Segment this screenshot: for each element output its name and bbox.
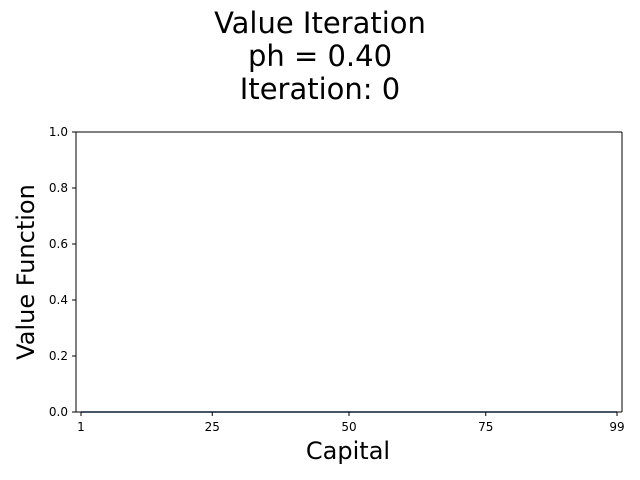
plot-area: 0.0 0.2 0.4 0.6 0.8 1.0 1 25 50 75 99 <box>49 125 625 434</box>
y-axis-label: Value Function <box>12 184 40 360</box>
chart-title-line-1: Value Iteration <box>214 6 426 40</box>
y-tick-label-2: 0.4 <box>49 293 68 307</box>
chart-title-line-3: Iteration: 0 <box>240 72 400 106</box>
y-tick-label-4: 0.8 <box>49 181 68 195</box>
y-tick-label-5: 1.0 <box>49 125 68 139</box>
x-axis-label: Capital <box>306 437 390 465</box>
y-tick-label-1: 0.2 <box>49 349 68 363</box>
plot-background <box>76 132 622 412</box>
chart-title-line-2: ph = 0.40 <box>248 39 392 73</box>
x-tick-label-3: 75 <box>478 420 493 434</box>
x-tick-label-4: 99 <box>609 420 624 434</box>
y-tick-label-3: 0.6 <box>49 237 68 251</box>
x-tick-label-1: 25 <box>205 420 220 434</box>
x-tick-label-2: 50 <box>341 420 356 434</box>
x-tick-label-0: 1 <box>77 420 85 434</box>
y-tick-label-0: 0.0 <box>49 405 68 419</box>
